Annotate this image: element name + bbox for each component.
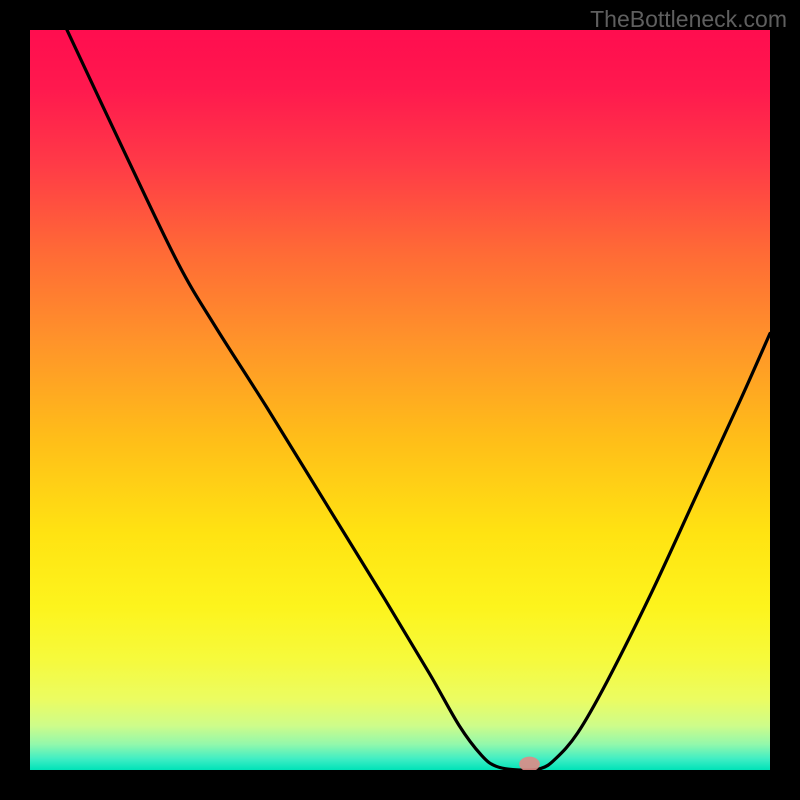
plot-area [30,30,770,770]
gradient-background [30,30,770,770]
chart-container: TheBottleneck.com [0,0,800,800]
watermark-label: TheBottleneck.com [590,6,787,33]
